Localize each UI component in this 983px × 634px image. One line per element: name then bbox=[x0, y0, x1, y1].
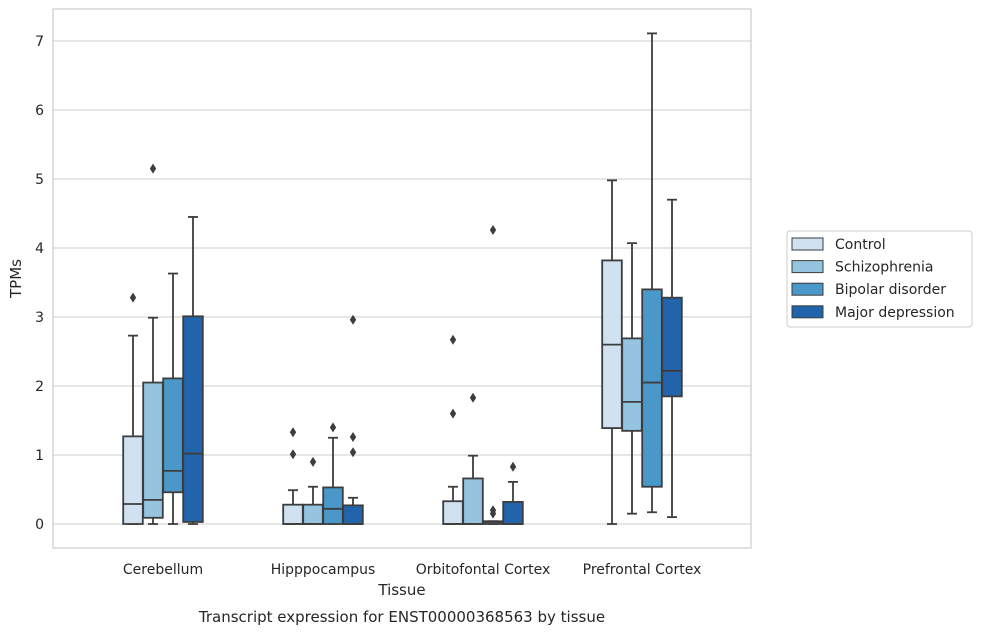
outlier-2 bbox=[349, 314, 357, 325]
x-tick-label-0: Cerebellum bbox=[123, 562, 203, 578]
y-tick-label-5: 5 bbox=[35, 172, 44, 188]
legend-swatch-2 bbox=[791, 282, 824, 296]
y-tick-labels: 0 1 2 3 4 5 6 7 bbox=[35, 34, 44, 533]
box-1-3 bbox=[342, 314, 364, 525]
box-body bbox=[442, 500, 464, 525]
outlier-0 bbox=[449, 408, 457, 419]
box-1-2 bbox=[322, 422, 344, 525]
x-tick-label-2: Orbitofontal Cortex bbox=[416, 562, 551, 578]
outlier-0 bbox=[509, 461, 517, 472]
box-body bbox=[122, 435, 144, 525]
box-body bbox=[282, 503, 304, 525]
y-tick-label-2: 2 bbox=[35, 379, 44, 395]
box-body bbox=[142, 381, 164, 519]
box-2-3 bbox=[502, 461, 524, 525]
box-body bbox=[641, 288, 663, 488]
outlier-2 bbox=[489, 225, 497, 236]
outlier-0 bbox=[309, 456, 317, 467]
grid-lines bbox=[53, 40, 751, 525]
y-tick-label-6: 6 bbox=[35, 103, 44, 119]
outlier-1 bbox=[489, 505, 497, 516]
box-body bbox=[182, 315, 204, 523]
y-tick-label-0: 0 bbox=[35, 517, 44, 533]
box-3-2 bbox=[641, 32, 663, 514]
legend-label-3: Major depression bbox=[835, 305, 955, 321]
legend-frame bbox=[786, 230, 973, 328]
legend-swatch-3 bbox=[791, 305, 824, 319]
box-body bbox=[462, 477, 484, 525]
box-body bbox=[322, 486, 344, 525]
x-tick-label-3: Prefrontal Cortex bbox=[583, 562, 702, 578]
box-body bbox=[661, 296, 683, 398]
box-0-3 bbox=[182, 216, 204, 525]
y-tick-label-7: 7 bbox=[35, 34, 44, 50]
box-1-1 bbox=[302, 456, 324, 525]
y-tick-label-3: 3 bbox=[35, 310, 44, 326]
y-tick-label-1: 1 bbox=[35, 448, 44, 464]
legend-label-1: Schizophrenia bbox=[835, 260, 933, 276]
outlier-0 bbox=[289, 449, 297, 460]
box-2-0 bbox=[442, 334, 464, 525]
x-axis-label: Tissue bbox=[377, 581, 425, 599]
outlier-0 bbox=[329, 422, 337, 433]
x-tick-label-1: Hipppocampus bbox=[271, 562, 376, 578]
x-tick-labels: Cerebellum Hipppocampus Orbitofontal Corte… bbox=[123, 562, 701, 578]
box-3-3 bbox=[661, 198, 683, 518]
chart-caption: Transcript expression for ENST0000036856… bbox=[198, 608, 605, 626]
box-layer bbox=[122, 32, 683, 525]
legend-label-2: Bipolar disorder bbox=[835, 282, 946, 298]
y-axis-label: TPMs bbox=[7, 259, 25, 299]
outlier-0 bbox=[129, 292, 137, 303]
box-2-1 bbox=[462, 392, 484, 525]
box-body bbox=[342, 504, 364, 525]
outlier-0 bbox=[149, 163, 157, 174]
box-1-0 bbox=[282, 427, 304, 525]
outlier-1 bbox=[449, 334, 457, 345]
outlier-1 bbox=[289, 427, 297, 438]
legend-label-0: Control bbox=[835, 237, 886, 253]
box-body bbox=[502, 501, 524, 525]
legend: Control Schizophrenia Bipolar disorder Majo… bbox=[786, 230, 973, 328]
outlier-0 bbox=[469, 392, 477, 403]
outlier-0 bbox=[349, 447, 357, 458]
legend-swatch-1 bbox=[791, 260, 824, 274]
legend-swatch-0 bbox=[791, 237, 824, 251]
box-body bbox=[162, 377, 184, 494]
box-0-0 bbox=[122, 292, 144, 525]
plot-frame bbox=[52, 8, 752, 549]
box-body bbox=[302, 503, 324, 525]
outlier-1 bbox=[349, 432, 357, 443]
y-tick-label-4: 4 bbox=[35, 241, 44, 257]
box-body bbox=[621, 337, 643, 432]
